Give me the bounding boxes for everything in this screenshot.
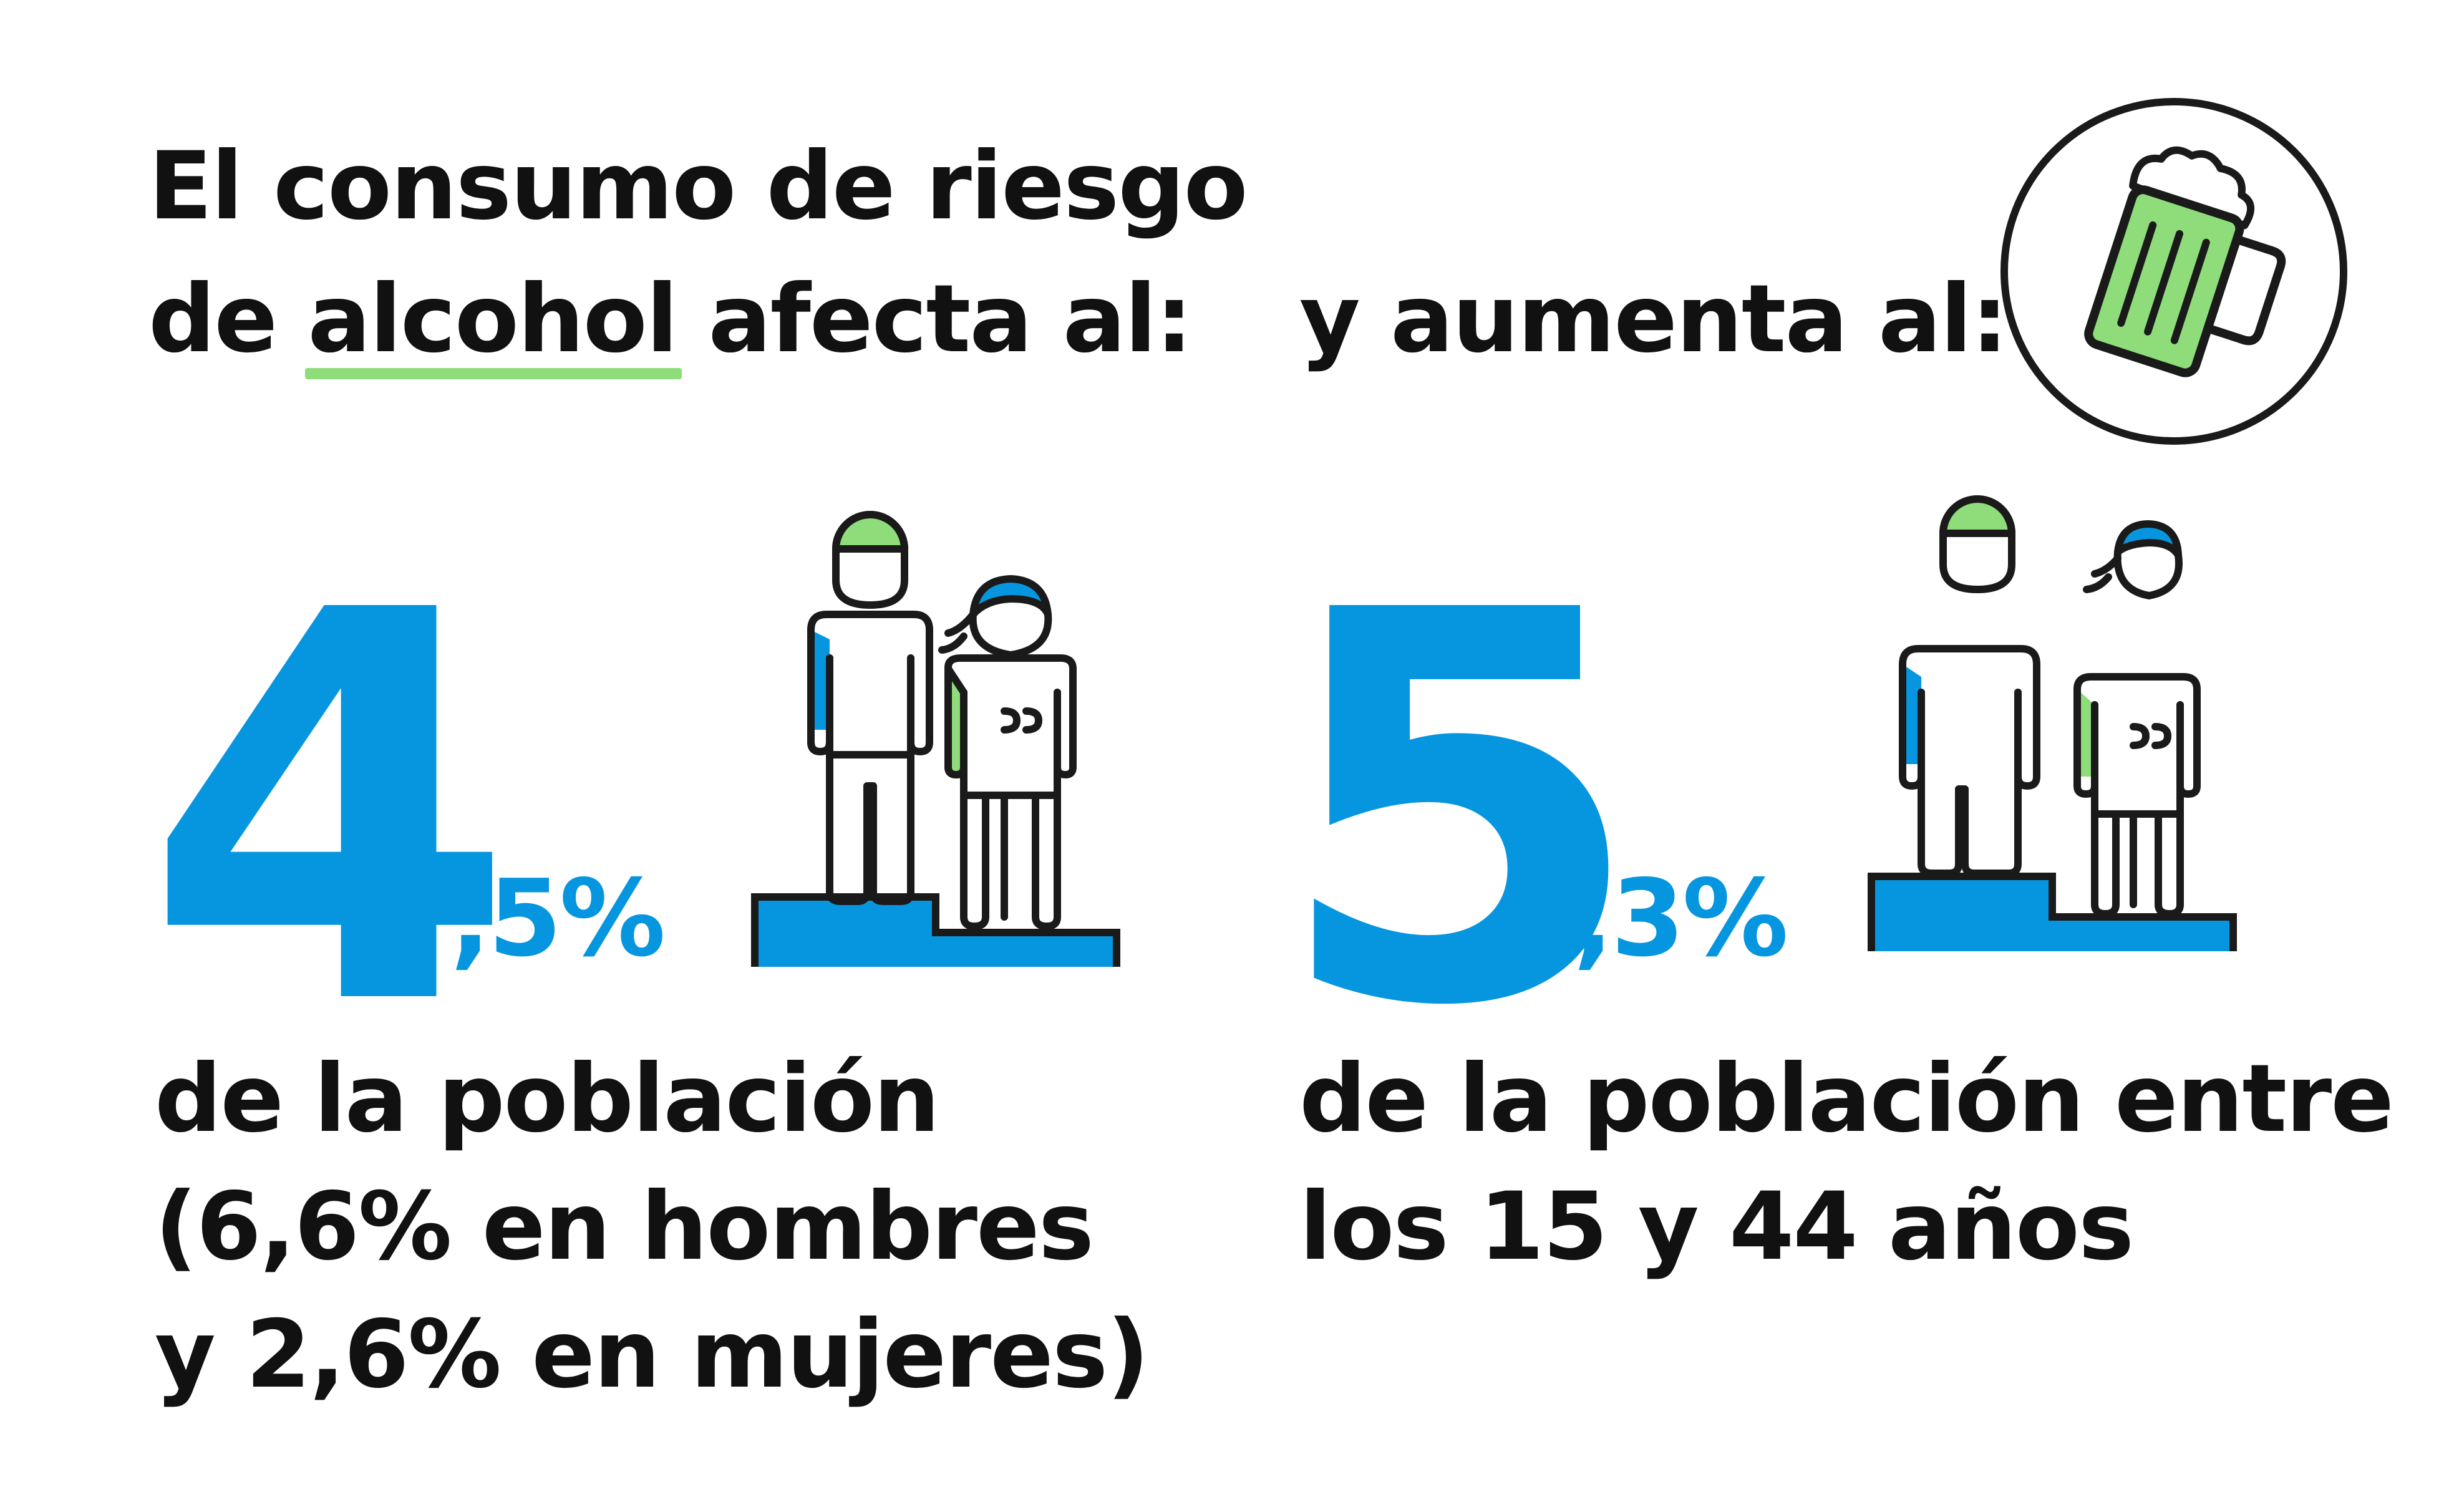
beer-mug-icon xyxy=(2000,98,2347,445)
right-stat-integer: 5 xyxy=(1273,498,1646,1123)
right-caption-line2: los 15 y 44 años xyxy=(1299,1173,2134,1281)
left-headline-line1: El consumo de riesgo xyxy=(148,132,1248,241)
alcohol-highlight: alcohol xyxy=(305,253,682,387)
people-on-steps-icon xyxy=(1868,495,2237,951)
right-headline: y aumenta al: xyxy=(1299,265,2009,374)
right-stat-decimal: ,3% xyxy=(1573,857,1788,981)
left-caption-line2: (6,6% en hombres xyxy=(155,1173,1094,1281)
left-caption-line3: y 2,6% en mujeres) xyxy=(155,1301,1150,1409)
left-stat-decimal: ,5% xyxy=(450,857,666,981)
people-on-steps-icon xyxy=(751,511,1120,967)
left-headline-pre: de xyxy=(148,265,308,374)
right-caption-line1: de la población entre xyxy=(1299,1045,2394,1153)
left-caption-line1: de la población xyxy=(155,1045,940,1153)
left-headline-post: afecta al: xyxy=(677,265,1193,374)
left-stat-integer: 4 xyxy=(143,498,516,1123)
left-headline-line2: de alcohol afecta al: xyxy=(148,253,1193,387)
